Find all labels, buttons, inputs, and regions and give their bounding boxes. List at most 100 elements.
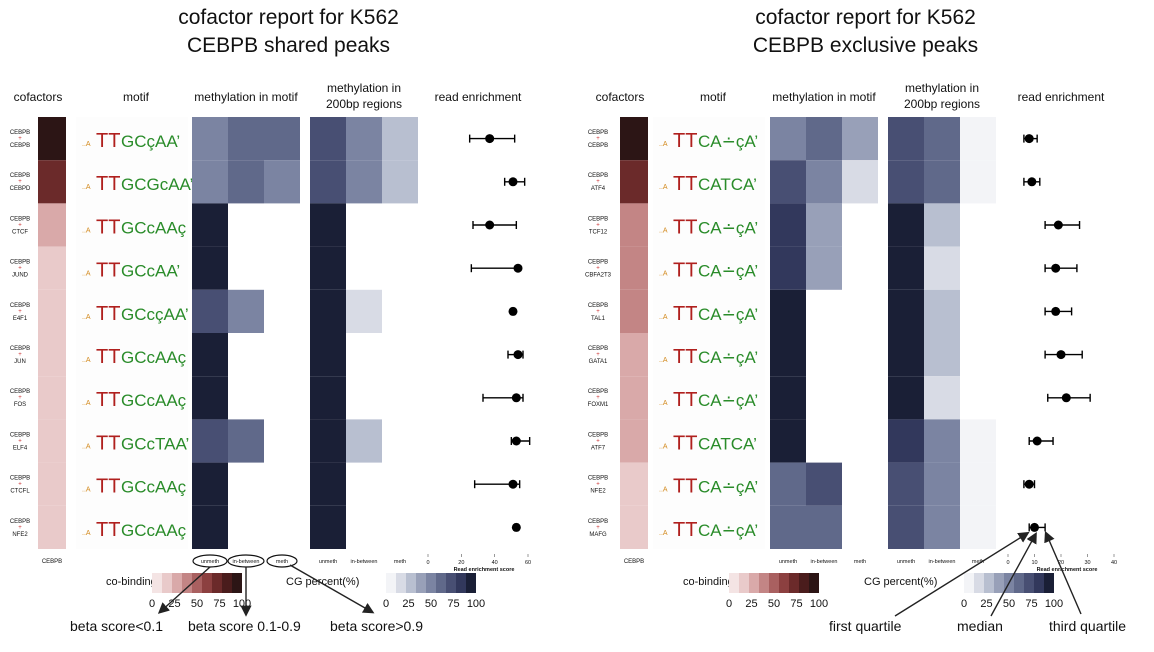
motif-meth-cell [264,117,300,161]
read-enrichment-header: read enrichment [1018,90,1105,104]
cofactor-label-plus: + [596,352,600,358]
motif-meth-cell [192,419,228,463]
motif-logo-rest: GCcAA’ [121,262,180,281]
cofactor-label-partner: GATA1 [589,359,608,365]
motif-meth-column-label: in-between [811,559,838,565]
motif-logo-prefix: ..A [659,400,668,407]
region-meth-cell [888,505,924,549]
motif-logo: ..A TT CATCA’ [659,432,757,454]
region-meth-cell [960,462,996,506]
region-meth-column-label: unmeth [897,559,915,565]
read-median-point [508,479,518,489]
motif-logo: ..A TT GCcAAç [82,476,187,498]
cofactor-label-partner: CTCF [12,229,28,235]
beta-mid-label: beta score 0.1-0.9 [188,618,301,634]
region-meth-cell [888,289,924,333]
region-meth-cell [310,419,346,463]
motif-logo-prefix: ..A [659,530,668,537]
motif-logo: ..A TT GCcAAç [82,346,187,368]
motif-logo-prefix: ..A [82,400,91,407]
motif-logo-rest: GCcAAç [121,521,187,540]
motif-meth-column-label: unmeth [779,559,797,565]
motif-meth-cell [806,505,842,549]
motif-meth-cell [770,505,806,549]
cobinding-cell [38,246,66,290]
cg-legend-title: CG percent(%) [864,576,937,588]
region-meth-cell [310,160,346,204]
cofactor-label-partner: FOS [14,402,26,408]
read-median-point [511,436,521,446]
cobinding-legend-swatch [222,573,232,593]
motif-meth-cell [770,376,806,420]
cobinding-legend-swatch [729,573,739,593]
motif-logo-tt: TT [96,432,120,454]
motif-logo-rest: CA∸çA’ [698,305,758,324]
cg-legend-tick: 50 [1003,598,1015,610]
cg-legend-swatch [456,573,466,593]
cofactor-label-primary: CEBPB [588,130,608,136]
methylation-200bp-header-line2: 200bp regions [904,97,980,111]
motif-logo-tt: TT [96,346,120,368]
cobinding-cell [38,419,66,463]
motif-meth-column-label: meth [854,559,866,565]
motif-logo-rest: CATCA’ [698,434,757,453]
read-median-point [485,220,495,230]
read-axis-tick-label: 0 [426,560,429,566]
motif-logo-tt: TT [673,130,697,152]
motif-logo-tt: TT [673,173,697,195]
motif-logo-tt: TT [96,476,120,498]
cg-legend-swatch [466,573,476,593]
cofactor-column-footer: CEBPB [624,559,644,565]
cofactor-label-plus: + [18,352,22,358]
cobinding-cell [38,505,66,549]
region-meth-cell [924,117,960,161]
cobinding-legend-swatch [162,573,172,593]
motif-logo-tt: TT [673,303,697,325]
region-meth-cell [924,289,960,333]
read-median-point [508,306,518,316]
cofactor-label-plus: + [596,438,600,444]
region-meth-cell [888,333,924,377]
motif-meth-column-label: unmeth [201,559,219,565]
beta-high-label: beta score>0.9 [330,618,424,634]
read-median-point [1053,220,1063,230]
cofactor-label-partner: E4F1 [13,316,28,322]
cofactor-label-plus: + [18,482,22,488]
motif-meth-cell [770,246,806,290]
motif-logo-rest: GCcAAç [121,218,187,237]
motif-logo-prefix: ..A [659,314,668,321]
region-meth-cell [310,462,346,506]
cofactor-label-primary: CEBPB [10,476,30,482]
motif-logo-prefix: ..A [82,271,91,278]
motif-meth-cell [806,246,842,290]
cg-legend-tick: 75 [1025,598,1037,610]
motif-meth-cell [770,289,806,333]
cofactor-label-primary: CEBPB [588,432,608,438]
motif-logo-prefix: ..A [659,271,668,278]
region-meth-cell [924,505,960,549]
meth-arrow [289,564,375,614]
cg-legend-swatch [1044,573,1054,593]
motif-meth-cell [228,419,264,463]
cg-legend-swatch [1014,573,1024,593]
region-meth-cell [346,160,382,204]
methylation-200bp-header-line1: methylation in [327,81,401,95]
motif-logo-prefix: ..A [659,227,668,234]
motif-meth-cell [192,246,228,290]
first-quartile-label: first quartile [829,618,902,634]
region-meth-cell [888,462,924,506]
cofactor-label-plus: + [18,525,22,531]
motif-meth-column-label: meth [276,559,288,565]
cobinding-legend-swatch [789,573,799,593]
cofactor-label-primary: CEBPB [10,346,30,352]
cobinding-cell [620,289,648,333]
region-meth-column-label: in-between [351,559,378,565]
cofactors-header: cofactors [596,90,645,104]
read-axis-tick-label: 0 [1006,560,1009,566]
motif-logo-tt: TT [96,260,120,282]
cofactor-label-primary: CEBPB [10,173,30,179]
cobinding-cell [620,160,648,204]
motif-meth-cell [806,160,842,204]
motif-logo-rest: CA∸çA’ [698,348,758,367]
read-median-point [511,522,521,532]
